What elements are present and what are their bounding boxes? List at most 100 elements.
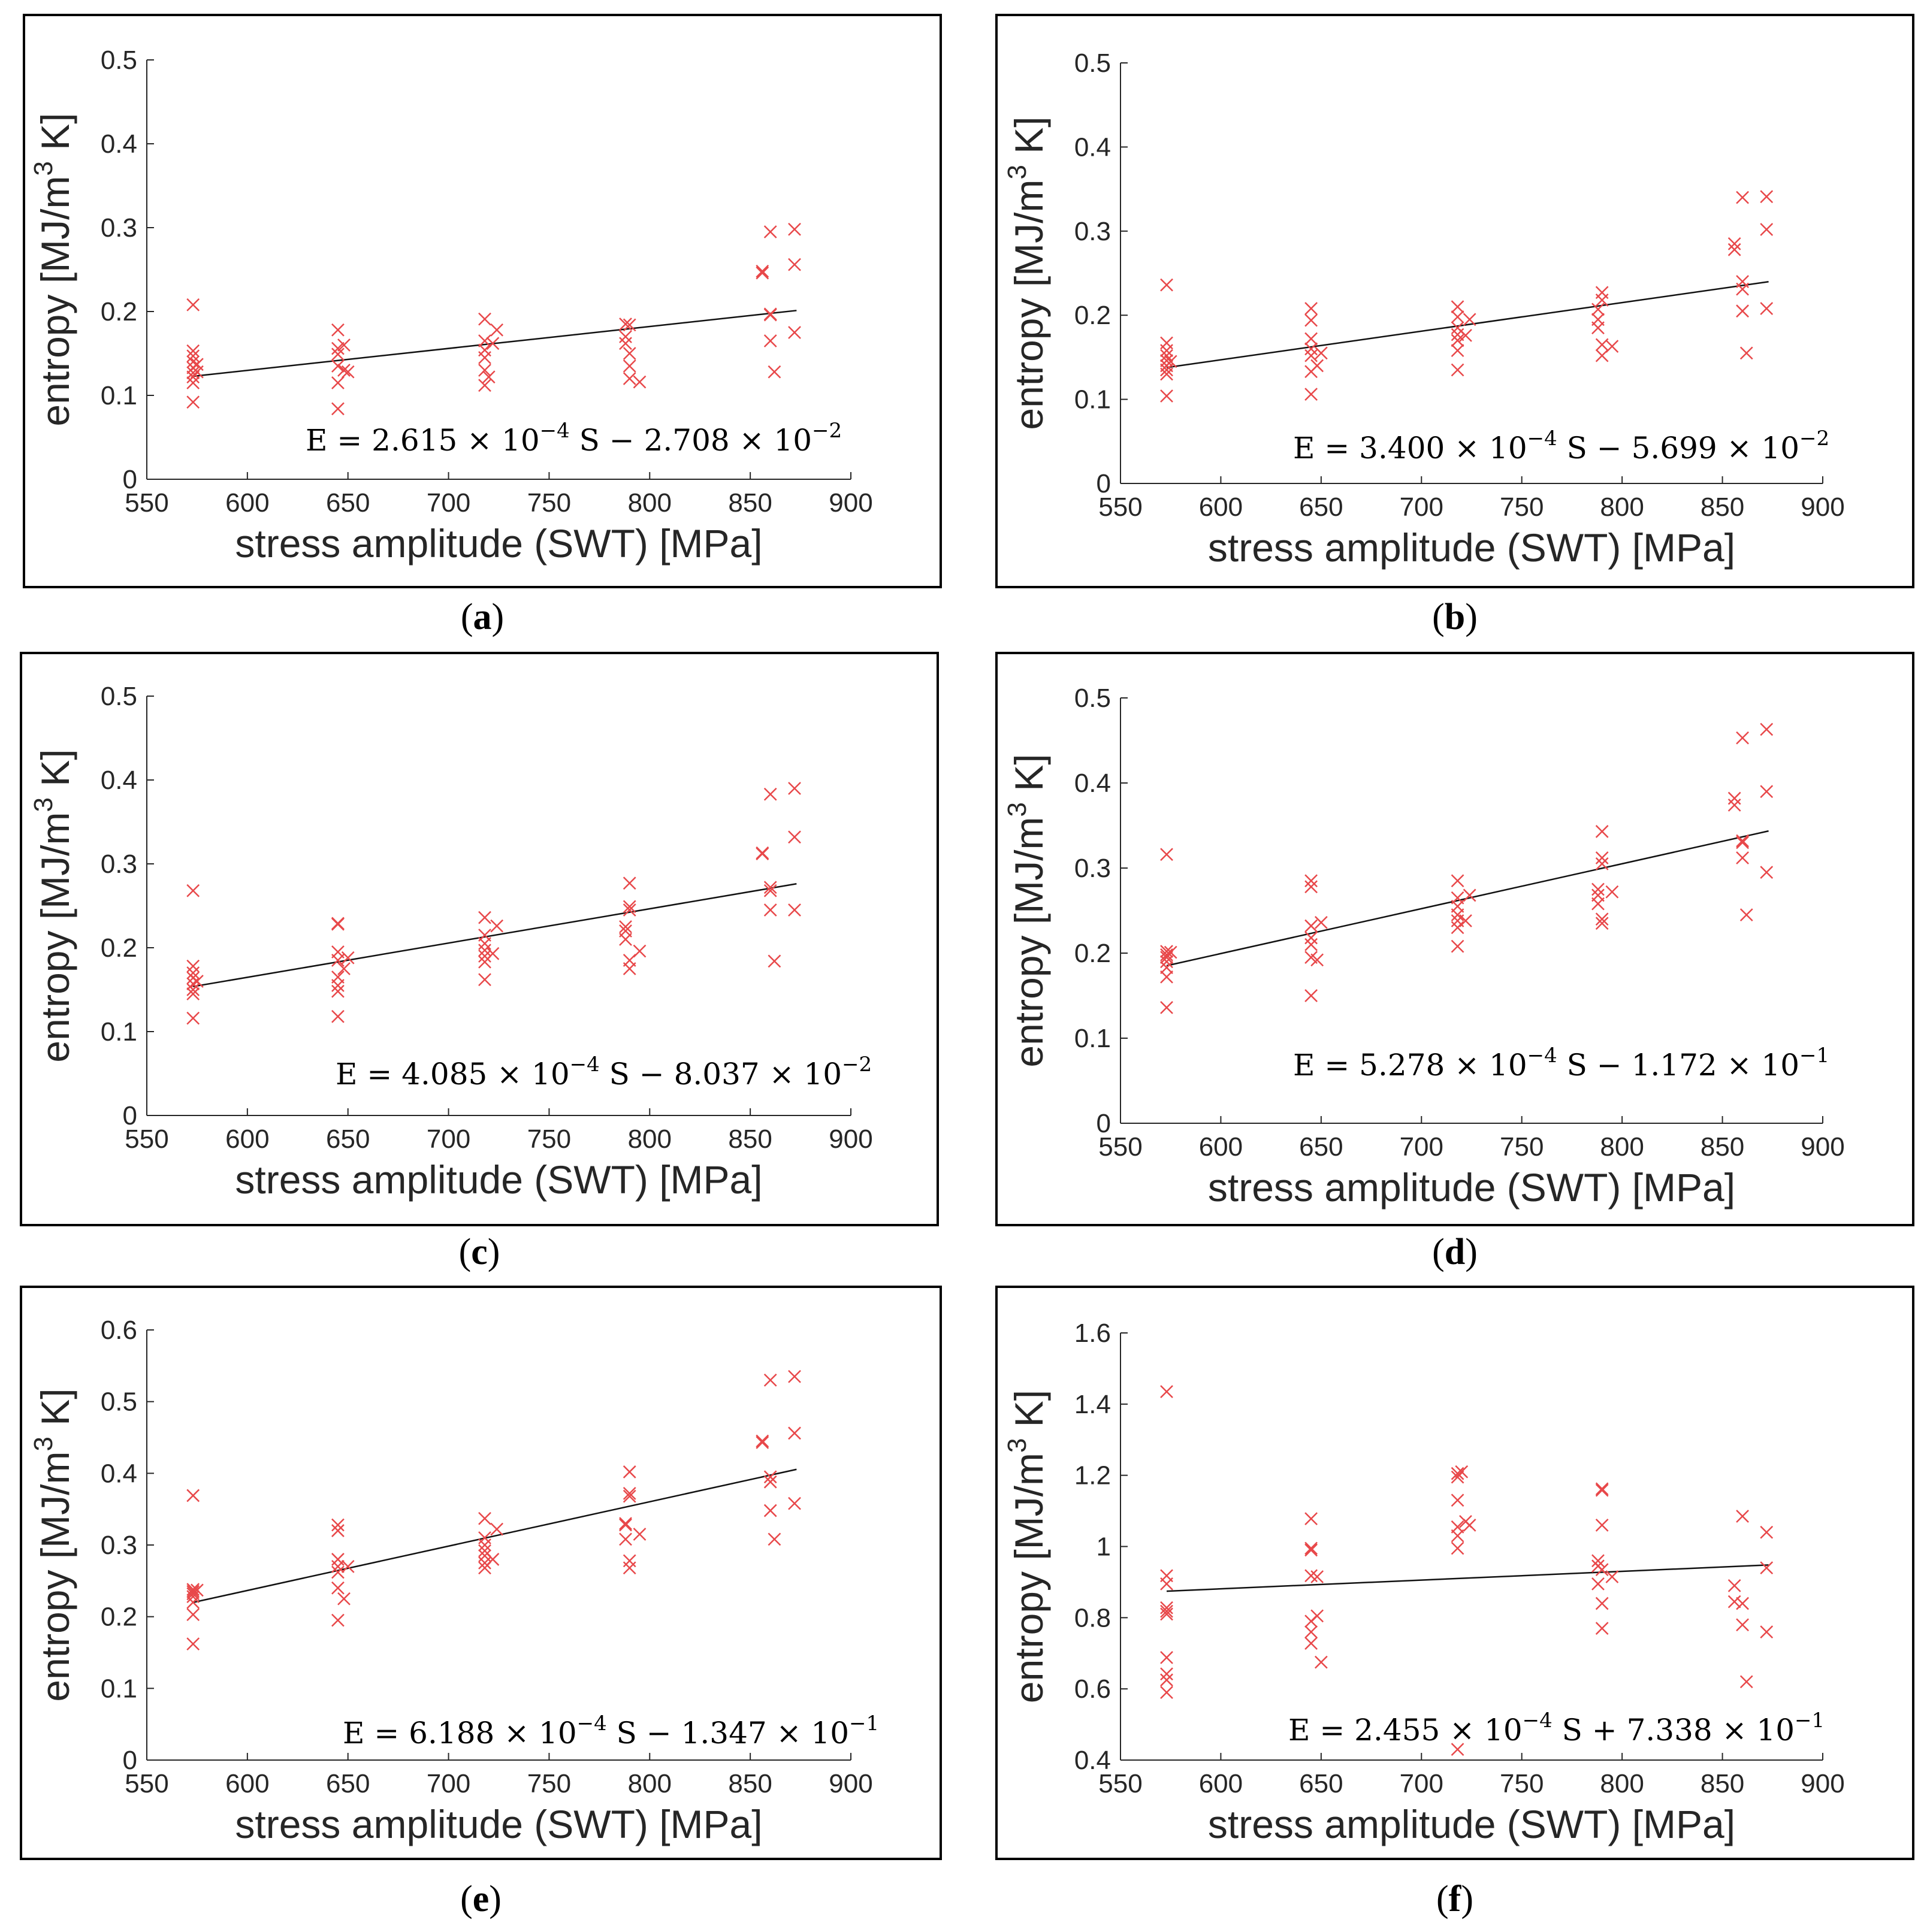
data-point-stroke (1591, 1554, 1605, 1568)
x-tick-label: 600 (1199, 492, 1243, 522)
data-point (1304, 938, 1318, 951)
x-tick-label: 750 (1500, 1132, 1544, 1162)
data-point (619, 920, 632, 933)
y-axis-label: entropy [MJ/m3 K] (29, 749, 77, 1062)
data-point (623, 1465, 636, 1479)
data-point (763, 881, 777, 894)
panel-caption: (f) (1436, 1879, 1473, 1919)
fit-line (1166, 1564, 1769, 1592)
data-point-stroke (763, 787, 777, 801)
data-point (1605, 340, 1619, 353)
data-point (186, 366, 200, 380)
data-point (763, 903, 777, 917)
data-point (763, 884, 777, 897)
data-point-stroke (1304, 938, 1318, 951)
x-tick-label: 750 (527, 1769, 571, 1798)
data-point (478, 911, 491, 924)
data-point-stroke (788, 1496, 801, 1510)
y-tick-label: 0.4 (101, 129, 137, 159)
data-point (490, 1522, 504, 1536)
fit-line (193, 310, 797, 377)
data-point-stroke (623, 962, 636, 975)
data-point-stroke (186, 959, 200, 973)
data-point-stroke (1760, 1525, 1774, 1539)
data-point-stroke (1451, 1541, 1464, 1555)
data-point-stroke (186, 1590, 200, 1604)
data-point-stroke (1451, 921, 1464, 935)
data-point-stroke (478, 937, 491, 950)
data-point (619, 337, 632, 350)
x-axis-label: stress amplitude (SWT) [MPa] (235, 1157, 762, 1202)
data-point-stroke (1160, 1650, 1173, 1664)
data-point (1314, 915, 1328, 929)
fit-equation: E = 6.188 × 10−4 S − 1.347 × 10−1 (343, 1712, 879, 1750)
y-tick-label: 0.5 (1074, 49, 1111, 78)
fit-equation-exponent: −4 (577, 1712, 607, 1736)
data-point (756, 266, 769, 280)
data-point (1451, 1470, 1464, 1484)
y-tick-label: 1.4 (1074, 1390, 1111, 1419)
data-point (1739, 1675, 1753, 1689)
data-point (1595, 1483, 1609, 1497)
data-point-stroke (337, 364, 351, 377)
data-point-stroke (1739, 1675, 1753, 1689)
data-point (331, 1565, 345, 1579)
data-point (341, 365, 355, 379)
data-point-stroke (763, 1475, 777, 1489)
x-tick-label: 750 (527, 1124, 571, 1154)
data-point-stroke (1451, 908, 1464, 921)
data-point-stroke (1727, 1579, 1741, 1592)
data-point-stroke (633, 375, 647, 389)
data-point-stroke (1304, 1512, 1318, 1526)
data-point (331, 1553, 345, 1566)
x-tick-label: 750 (1500, 1769, 1544, 1798)
data-point-stroke (331, 1581, 345, 1595)
data-point (1314, 1655, 1328, 1669)
fit-equation-part: S + 7.338 × 10 (1553, 1713, 1795, 1747)
y-tick-label: 1.2 (1074, 1461, 1111, 1490)
data-point (331, 376, 345, 389)
data-point (478, 944, 491, 957)
data-point-stroke (341, 365, 355, 379)
data-point (1160, 948, 1173, 962)
y-tick-label: 1 (1097, 1532, 1111, 1562)
data-point (1739, 908, 1753, 921)
data-point-stroke (478, 364, 491, 377)
panel-frame (995, 14, 1914, 588)
data-point-stroke (1160, 945, 1173, 959)
data-point (1160, 367, 1173, 381)
data-point (763, 1470, 777, 1484)
fit-equation: E = 3.400 × 10−4 S − 5.699 × 10−2 (1293, 427, 1829, 465)
panel-e: 550 600 650 700 750 800 850 900 0 0.1 0.2 0.3 0.4 0.5… (20, 1286, 942, 1919)
data-point (186, 983, 200, 996)
y-tick-label: 0.2 (101, 297, 137, 326)
data-point-stroke (1314, 1655, 1328, 1669)
data-point-stroke (1304, 989, 1318, 1002)
data-point (1160, 389, 1173, 403)
data-point-stroke (623, 876, 636, 890)
data-point (1304, 342, 1318, 356)
data-point (1591, 897, 1605, 911)
data-point-stroke (1304, 313, 1318, 327)
data-point (763, 334, 777, 347)
data-point-stroke (623, 372, 636, 385)
data-point (1760, 190, 1774, 204)
x-tick-label: 900 (829, 488, 872, 518)
data-point-stroke (768, 365, 781, 379)
data-point (186, 376, 200, 389)
fit-equation-exponent: −1 (849, 1712, 879, 1736)
data-point (1160, 1604, 1173, 1618)
data-point-stroke (788, 222, 801, 236)
x-tick-label: 700 (427, 488, 470, 518)
data-point-stroke (619, 1532, 632, 1546)
data-point (478, 364, 491, 377)
data-point (623, 903, 636, 917)
y-axis-label: entropy [MJ/m3 K] (29, 113, 77, 426)
x-tick-label: 550 (125, 488, 168, 518)
data-point (633, 1528, 647, 1541)
panel-c: 550 600 650 700 750 800 850 900 0 0.1 0.2 0.3 0.4 0.5… (20, 652, 939, 1272)
data-point-stroke (186, 987, 200, 1000)
fit-equation-exponent: −4 (1523, 1709, 1553, 1733)
data-point (763, 225, 777, 238)
caption-letter: d (1445, 1232, 1465, 1272)
